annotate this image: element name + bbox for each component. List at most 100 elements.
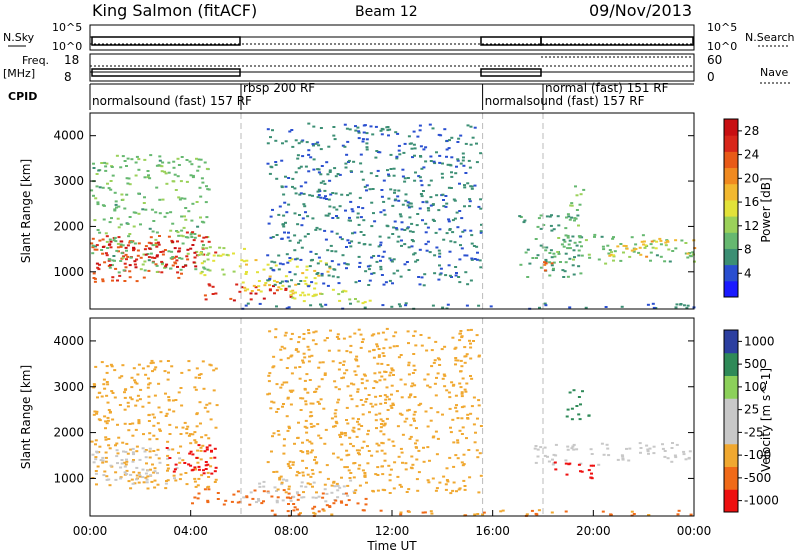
heatmap-cell (284, 140, 288, 143)
heatmap-cell (374, 473, 378, 476)
heatmap-cell (461, 159, 465, 162)
heatmap-cell (544, 304, 548, 307)
heatmap-cell (382, 283, 386, 286)
heatmap-cell (568, 239, 572, 242)
heatmap-cell (176, 175, 180, 178)
heatmap-cell (456, 439, 460, 442)
heatmap-cell (194, 468, 197, 471)
heatmap-cell (318, 190, 322, 193)
heatmap-cell (442, 475, 446, 478)
heatmap-cell (346, 140, 350, 143)
heatmap-cell (403, 383, 407, 386)
heatmap-cell (329, 329, 332, 332)
heatmap-cell (450, 136, 454, 139)
heatmap-cell (319, 181, 323, 184)
heatmap-cell (165, 182, 169, 185)
heatmap-cell (127, 480, 131, 483)
heatmap-cell (363, 475, 367, 478)
heatmap-cell (518, 215, 522, 218)
heatmap-cell (274, 336, 278, 339)
heatmap-cell (269, 407, 273, 410)
heatmap-cell (372, 348, 376, 351)
heatmap-cell (337, 398, 341, 401)
heatmap-cell (475, 449, 479, 452)
heatmap-cell (530, 509, 534, 512)
heatmap-cell (216, 254, 220, 257)
heatmap-cell (288, 257, 292, 259)
heatmap-cell (183, 215, 186, 218)
heatmap-cell (447, 264, 451, 267)
heatmap-cell (357, 131, 361, 134)
heatmap-cell (355, 355, 359, 358)
heatmap-cell (479, 266, 483, 269)
heatmap-cell (436, 357, 440, 360)
heatmap-cell (550, 511, 554, 514)
heatmap-cell (454, 172, 458, 175)
heatmap-cell (537, 509, 541, 512)
heatmap-cell (111, 276, 115, 279)
heatmap-cell (318, 402, 321, 405)
heatmap-cell (147, 256, 151, 259)
heatmap-cell (206, 499, 210, 502)
heatmap-cell (250, 290, 254, 292)
heatmap-cell (333, 138, 337, 141)
heatmap-cell (330, 513, 334, 516)
heatmap-cell (126, 452, 130, 455)
heatmap-cell (409, 142, 413, 145)
y-tick-label: 2000 (53, 426, 84, 440)
heatmap-cell (181, 426, 185, 429)
heatmap-cell (338, 361, 342, 364)
heatmap-cell (578, 418, 582, 421)
heatmap-cell (126, 157, 130, 160)
heatmap-cell (285, 479, 289, 482)
heatmap-cell (311, 194, 314, 197)
heatmap-cell (359, 346, 363, 349)
heatmap-cell (411, 230, 415, 233)
heatmap-cell (187, 369, 191, 372)
heatmap-cell (570, 216, 574, 219)
heatmap-cell (547, 460, 551, 463)
heatmap-cell (381, 465, 384, 468)
heatmap-cell (136, 394, 140, 397)
heatmap-cell (300, 246, 304, 249)
heatmap-cell (475, 245, 479, 248)
heatmap-cell (390, 384, 394, 387)
heatmap-cell (396, 195, 400, 198)
heatmap-cell (392, 487, 396, 490)
heatmap-cell (362, 373, 366, 376)
heatmap-cell (115, 455, 119, 458)
heatmap-cell (180, 257, 184, 260)
heatmap-cell (175, 230, 179, 232)
heatmap-cell (459, 330, 463, 332)
heatmap-cell (254, 259, 258, 262)
heatmap-cell (166, 454, 170, 457)
heatmap-cell (674, 239, 678, 242)
heatmap-cell (405, 227, 409, 230)
heatmap-cell (147, 401, 151, 404)
heatmap-cell (296, 350, 300, 353)
heatmap-cell (645, 444, 649, 447)
heatmap-cell (392, 272, 396, 275)
heatmap-cell (137, 242, 141, 245)
heatmap-cell (178, 198, 182, 201)
heatmap-cell (358, 453, 361, 456)
heatmap-cell-group (543, 261, 554, 272)
heatmap-cell (257, 280, 261, 282)
heatmap-cell (199, 272, 203, 275)
heatmap-cell (412, 143, 416, 146)
heatmap-cell (185, 180, 189, 183)
heatmap-cell (374, 403, 378, 406)
heatmap-cell (154, 263, 158, 266)
heatmap-cell (318, 471, 322, 474)
heatmap-cell (284, 289, 288, 291)
heatmap-cell (459, 370, 463, 373)
heatmap-cell (342, 376, 345, 379)
heatmap-cell (441, 413, 444, 416)
heatmap-cell (352, 462, 356, 465)
heatmap-cell (176, 231, 180, 234)
heatmap-cell (548, 252, 552, 254)
heatmap-cell (254, 286, 258, 289)
heatmap-cell (104, 427, 107, 430)
heatmap-cell (638, 246, 642, 249)
